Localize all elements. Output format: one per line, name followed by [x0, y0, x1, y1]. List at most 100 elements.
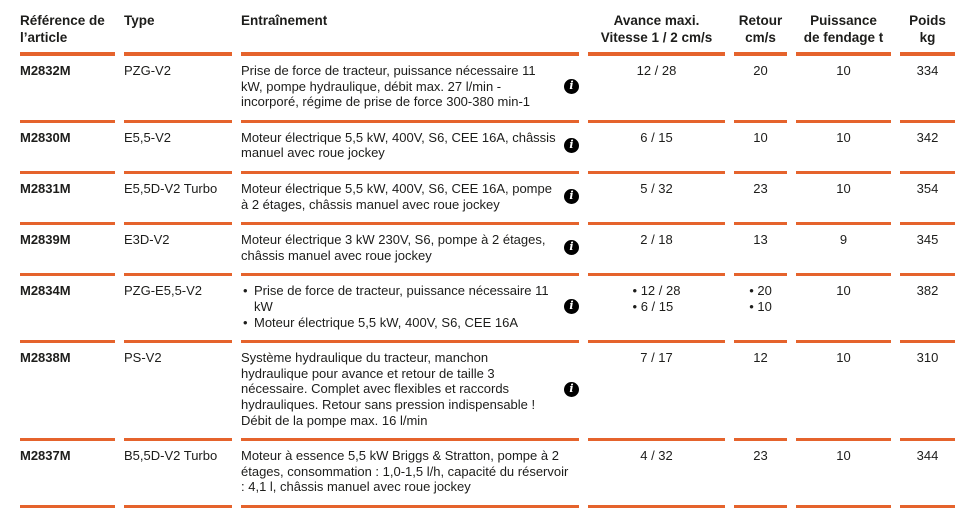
weight-value: 342 [916, 129, 939, 145]
weight-cell: 334 [900, 56, 955, 123]
drive-description-cell: Prise de force de tracteur, puissance né… [241, 276, 579, 344]
type-label: PS-V2 [124, 343, 232, 442]
col-header-drive: Entraînement [241, 8, 579, 56]
table-row: M2838M PS-V2 Système hydraulique du trac… [20, 343, 955, 442]
advance-speed-value: • 12 / 28 • 6 / 15 [632, 283, 681, 314]
article-reference: M2837M [20, 441, 115, 508]
table-row: M2834M PZG-E5,5-V2 Prise de force de tra… [20, 276, 955, 344]
advance-speed-cell: 7 / 17 [588, 343, 725, 442]
col-header-advance-speed: Avance maxi. Vitesse 1 / 2 cm/s [588, 8, 725, 56]
advance-speed-value: 6 / 15 [640, 129, 673, 145]
table-body: M2832M PZG-V2 Prise de force de tracteur… [20, 56, 955, 508]
type-label: B5,5D-V2 Turbo [124, 441, 232, 508]
return-speed-value: 13 [753, 232, 768, 248]
type-label: E5,5-V2 [124, 123, 232, 174]
advance-speed-cell: 4 / 32 [588, 441, 725, 508]
weight-value: 354 [916, 180, 939, 196]
type-label: E5,5D-V2 Turbo [124, 174, 232, 226]
drive-description-cell: Moteur électrique 3 kW 230V, S6, pompe à… [241, 225, 579, 277]
advance-speed-value: 2 / 18 [640, 232, 673, 248]
table-row: M2837M B5,5D-V2 Turbo Moteur à essence 5… [20, 441, 955, 508]
info-icon[interactable]: i [564, 240, 579, 256]
drive-description-cell: Moteur électrique 5,5 kW, 400V, S6, CEE … [241, 123, 579, 174]
col-header-return-speed: Retour cm/s [734, 8, 787, 56]
return-speed-cell: 23 [734, 174, 787, 226]
return-speed-cell: 20 [734, 56, 787, 123]
splitting-power-cell: 10 [796, 56, 891, 123]
weight-value: 345 [916, 232, 939, 248]
article-reference: M2831M [20, 174, 115, 226]
advance-speed-cell: • 12 / 28 • 6 / 15 [588, 276, 725, 344]
info-icon[interactable]: i [564, 137, 579, 153]
drive-text: Prise de force de tracteur, puissance né… [241, 63, 536, 110]
drive-description-cell: Moteur à essence 5,5 kW Briggs & Stratto… [241, 441, 579, 508]
weight-cell: 344 [900, 441, 955, 508]
col-header-type: Type [124, 8, 232, 56]
article-reference: M2832M [20, 56, 115, 123]
info-icon[interactable]: i [564, 299, 579, 315]
weight-cell: 310 [900, 343, 955, 442]
advance-speed-value: 7 / 17 [640, 350, 673, 366]
drive-description-cell: Moteur électrique 5,5 kW, 400V, S6, CEE … [241, 174, 579, 226]
advance-speed-value: 4 / 32 [640, 448, 673, 464]
article-reference: M2838M [20, 343, 115, 442]
advance-speed-value: 12 / 28 [636, 63, 677, 78]
weight-value: 344 [916, 448, 939, 464]
table-row: M2831M E5,5D-V2 Turbo Moteur électrique … [20, 174, 955, 226]
info-icon[interactable]: i [564, 78, 579, 94]
splitting-power-cell: 10 [796, 343, 891, 442]
table-row: M2830M E5,5-V2 Moteur électrique 5,5 kW,… [20, 123, 955, 174]
drive-description-cell: Prise de force de tracteur, puissance né… [241, 56, 579, 123]
col-header-weight: Poids kg [900, 8, 955, 56]
weight-value: 382 [916, 283, 939, 299]
weight-cell: 354 [900, 174, 955, 226]
splitting-power-value: 10 [836, 63, 851, 78]
splitting-power-cell: 10 [796, 123, 891, 174]
return-speed-cell: 13 [734, 225, 787, 277]
weight-cell: 345 [900, 225, 955, 277]
return-speed-cell: • 20 • 10 [734, 276, 787, 344]
article-reference: M2834M [20, 276, 115, 344]
splitting-power-cell: 10 [796, 174, 891, 226]
return-speed-value: 10 [753, 129, 768, 145]
splitting-power-cell: 9 [796, 225, 891, 277]
col-header-splitting-power: Puissance de fendage t [796, 8, 891, 56]
col-header-article-reference: Référence de l’article [20, 8, 115, 56]
return-speed-value: 23 [753, 448, 768, 464]
advance-speed-value: 5 / 32 [640, 180, 673, 196]
advance-speed-cell: 12 / 28 [588, 56, 725, 123]
weight-cell: 342 [900, 123, 955, 174]
return-speed-value: 20 [753, 63, 768, 78]
return-speed-value: 23 [753, 180, 768, 196]
type-label: PZG-E5,5-V2 [124, 276, 232, 344]
drive-text: Moteur électrique 5,5 kW, 400V, S6, CEE … [241, 180, 552, 212]
info-icon[interactable]: i [564, 189, 579, 205]
table-row: M2839M E3D-V2 Moteur électrique 3 kW 230… [20, 225, 955, 277]
advance-speed-cell: 6 / 15 [588, 123, 725, 174]
drive-text: Moteur électrique 5,5 kW, 400V, S6, CEE … [241, 129, 556, 161]
advance-speed-cell: 2 / 18 [588, 225, 725, 277]
table-row: M2832M PZG-V2 Prise de force de tracteur… [20, 56, 955, 123]
splitting-power-value: 10 [836, 180, 851, 196]
weight-cell: 382 [900, 276, 955, 344]
return-speed-cell: 23 [734, 441, 787, 508]
weight-value: 310 [916, 350, 939, 366]
splitting-power-value: 9 [839, 232, 848, 248]
return-speed-cell: 10 [734, 123, 787, 174]
drive-text: Système hydraulique du tracteur, manchon… [241, 350, 536, 428]
splitting-power-value: 10 [836, 129, 851, 145]
splitting-power-value: 10 [836, 283, 851, 299]
table-header-row: Référence de l’article Type Entraînement… [20, 8, 955, 56]
splitting-power-cell: 10 [796, 276, 891, 344]
drive-text: Moteur électrique 3 kW 230V, S6, pompe à… [241, 232, 546, 263]
splitting-power-value: 10 [836, 350, 851, 366]
weight-value: 334 [916, 63, 939, 78]
type-label: E3D-V2 [124, 225, 232, 277]
info-icon[interactable]: i [564, 381, 579, 397]
advance-speed-cell: 5 / 32 [588, 174, 725, 226]
article-reference: M2830M [20, 123, 115, 174]
return-speed-value: 12 [753, 350, 768, 366]
drive-text: Moteur à essence 5,5 kW Briggs & Stratto… [241, 448, 569, 495]
splitting-power-cell: 10 [796, 441, 891, 508]
